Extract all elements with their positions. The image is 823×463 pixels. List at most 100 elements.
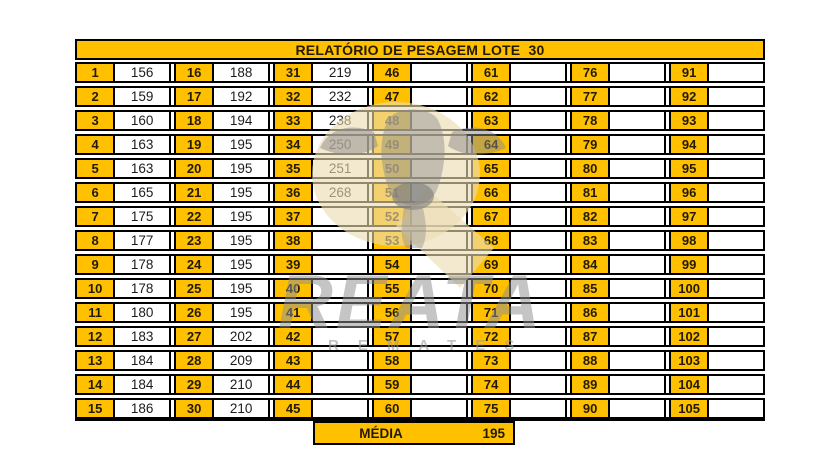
lot-number-cell: 12 [75,328,116,345]
lot-number-cell: 50 [372,160,413,177]
cell-pair: 41 [273,304,369,321]
cell-pair: 58 [372,352,468,369]
lot-number-cell: 48 [372,112,413,129]
table-row: 8 177 23 195 38 53 68 83 98 [75,230,765,251]
cell-pair: 91 [669,64,765,81]
lot-number-cell: 78 [570,112,611,129]
cell-pair: 82 [570,208,666,225]
cell-pair: 69 [471,256,567,273]
cell-pair: 103 [669,352,765,369]
weight-value-cell: 195 [214,304,270,321]
cell-pair: 63 [471,112,567,129]
weight-value-cell: 192 [214,88,270,105]
cell-pair: 16 188 [174,64,270,81]
lot-number-cell: 67 [471,208,512,225]
average-value: 195 [482,425,505,441]
cell-pair: 55 [372,280,468,297]
weight-value-cell [511,328,567,345]
report-title-bar: RELATÓRIO DE PESAGEM LOTE 30 [75,39,765,60]
cell-pair: 67 [471,208,567,225]
weight-value-cell: 195 [214,160,270,177]
weight-value-cell: 175 [115,208,171,225]
cell-pair: 50 [372,160,468,177]
lot-number-cell: 42 [273,328,314,345]
cell-pair: 85 [570,280,666,297]
weight-value-cell [610,328,666,345]
lot-number-cell: 65 [471,160,512,177]
lot-number-cell: 25 [174,280,215,297]
cell-pair: 39 [273,256,369,273]
weight-value-cell [313,280,369,297]
lot-number-cell: 28 [174,352,215,369]
lot-number-cell: 27 [174,328,215,345]
weight-value-cell [412,328,468,345]
weight-value-cell [412,280,468,297]
cell-pair: 97 [669,208,765,225]
cell-pair: 104 [669,376,765,393]
weight-value-cell [709,88,765,105]
cell-pair: 77 [570,88,666,105]
weight-value-cell [511,400,567,417]
weight-value-cell: 178 [115,256,171,273]
lot-number-cell: 75 [471,400,512,417]
lot-number-cell: 7 [75,208,116,225]
weight-value-cell [610,64,666,81]
cell-pair: 27 202 [174,328,270,345]
lot-number-cell: 92 [669,88,710,105]
lot-number-cell: 37 [273,208,314,225]
cell-pair: 13 184 [75,352,171,369]
lot-number-cell: 22 [174,208,215,225]
lot-number-cell: 55 [372,280,413,297]
cell-pair: 48 [372,112,468,129]
cell-pair: 105 [669,400,765,417]
lot-number-cell: 93 [669,112,710,129]
weight-value-cell [610,232,666,249]
weight-value-cell: 210 [214,400,270,417]
weight-value-cell: 194 [214,112,270,129]
lot-number-cell: 33 [273,112,314,129]
weight-value-cell [709,160,765,177]
table-row: 11 180 26 195 41 56 71 86 101 [75,302,765,323]
lot-number-cell: 68 [471,232,512,249]
lot-number-cell: 101 [669,304,710,321]
cell-pair: 70 [471,280,567,297]
weight-value-cell [511,112,567,129]
lot-number-cell: 90 [570,400,611,417]
table-row: 13 184 28 209 43 58 73 88 103 [75,350,765,371]
cell-pair: 37 [273,208,369,225]
weight-value-cell [709,208,765,225]
cell-pair: 102 [669,328,765,345]
cell-pair: 12 183 [75,328,171,345]
weight-value-cell: 202 [214,328,270,345]
lot-number-cell: 87 [570,328,611,345]
lot-number-cell: 105 [669,400,710,417]
weight-value-cell [313,304,369,321]
lot-number-cell: 23 [174,232,215,249]
cell-pair: 76 [570,64,666,81]
cell-pair: 32 232 [273,88,369,105]
lot-number-cell: 34 [273,136,314,153]
cell-pair: 44 [273,376,369,393]
lot-number-cell: 36 [273,184,314,201]
cell-pair: 54 [372,256,468,273]
cell-pair: 64 [471,136,567,153]
cell-pair: 92 [669,88,765,105]
weight-value-cell [412,112,468,129]
weight-value-cell [610,160,666,177]
cell-pair: 40 [273,280,369,297]
lot-number-cell: 56 [372,304,413,321]
table-row: 15 186 30 210 45 60 75 90 105 [75,398,765,419]
cell-pair: 65 [471,160,567,177]
cell-pair: 7 175 [75,208,171,225]
cell-pair: 45 [273,400,369,417]
table-row: 5 163 20 195 35 251 50 65 80 95 [75,158,765,179]
table-row: 6 165 21 195 36 268 51 66 81 96 [75,182,765,203]
weight-value-cell [313,208,369,225]
cell-pair: 59 [372,376,468,393]
cell-pair: 60 [372,400,468,417]
cell-pair: 38 [273,232,369,249]
weights-grid: 1 156 16 188 31 219 46 61 76 91 2 159 17 192 32 232 47 62… [75,62,765,421]
weight-value-cell: 195 [214,184,270,201]
weight-value-cell [412,184,468,201]
weight-value-cell [709,304,765,321]
